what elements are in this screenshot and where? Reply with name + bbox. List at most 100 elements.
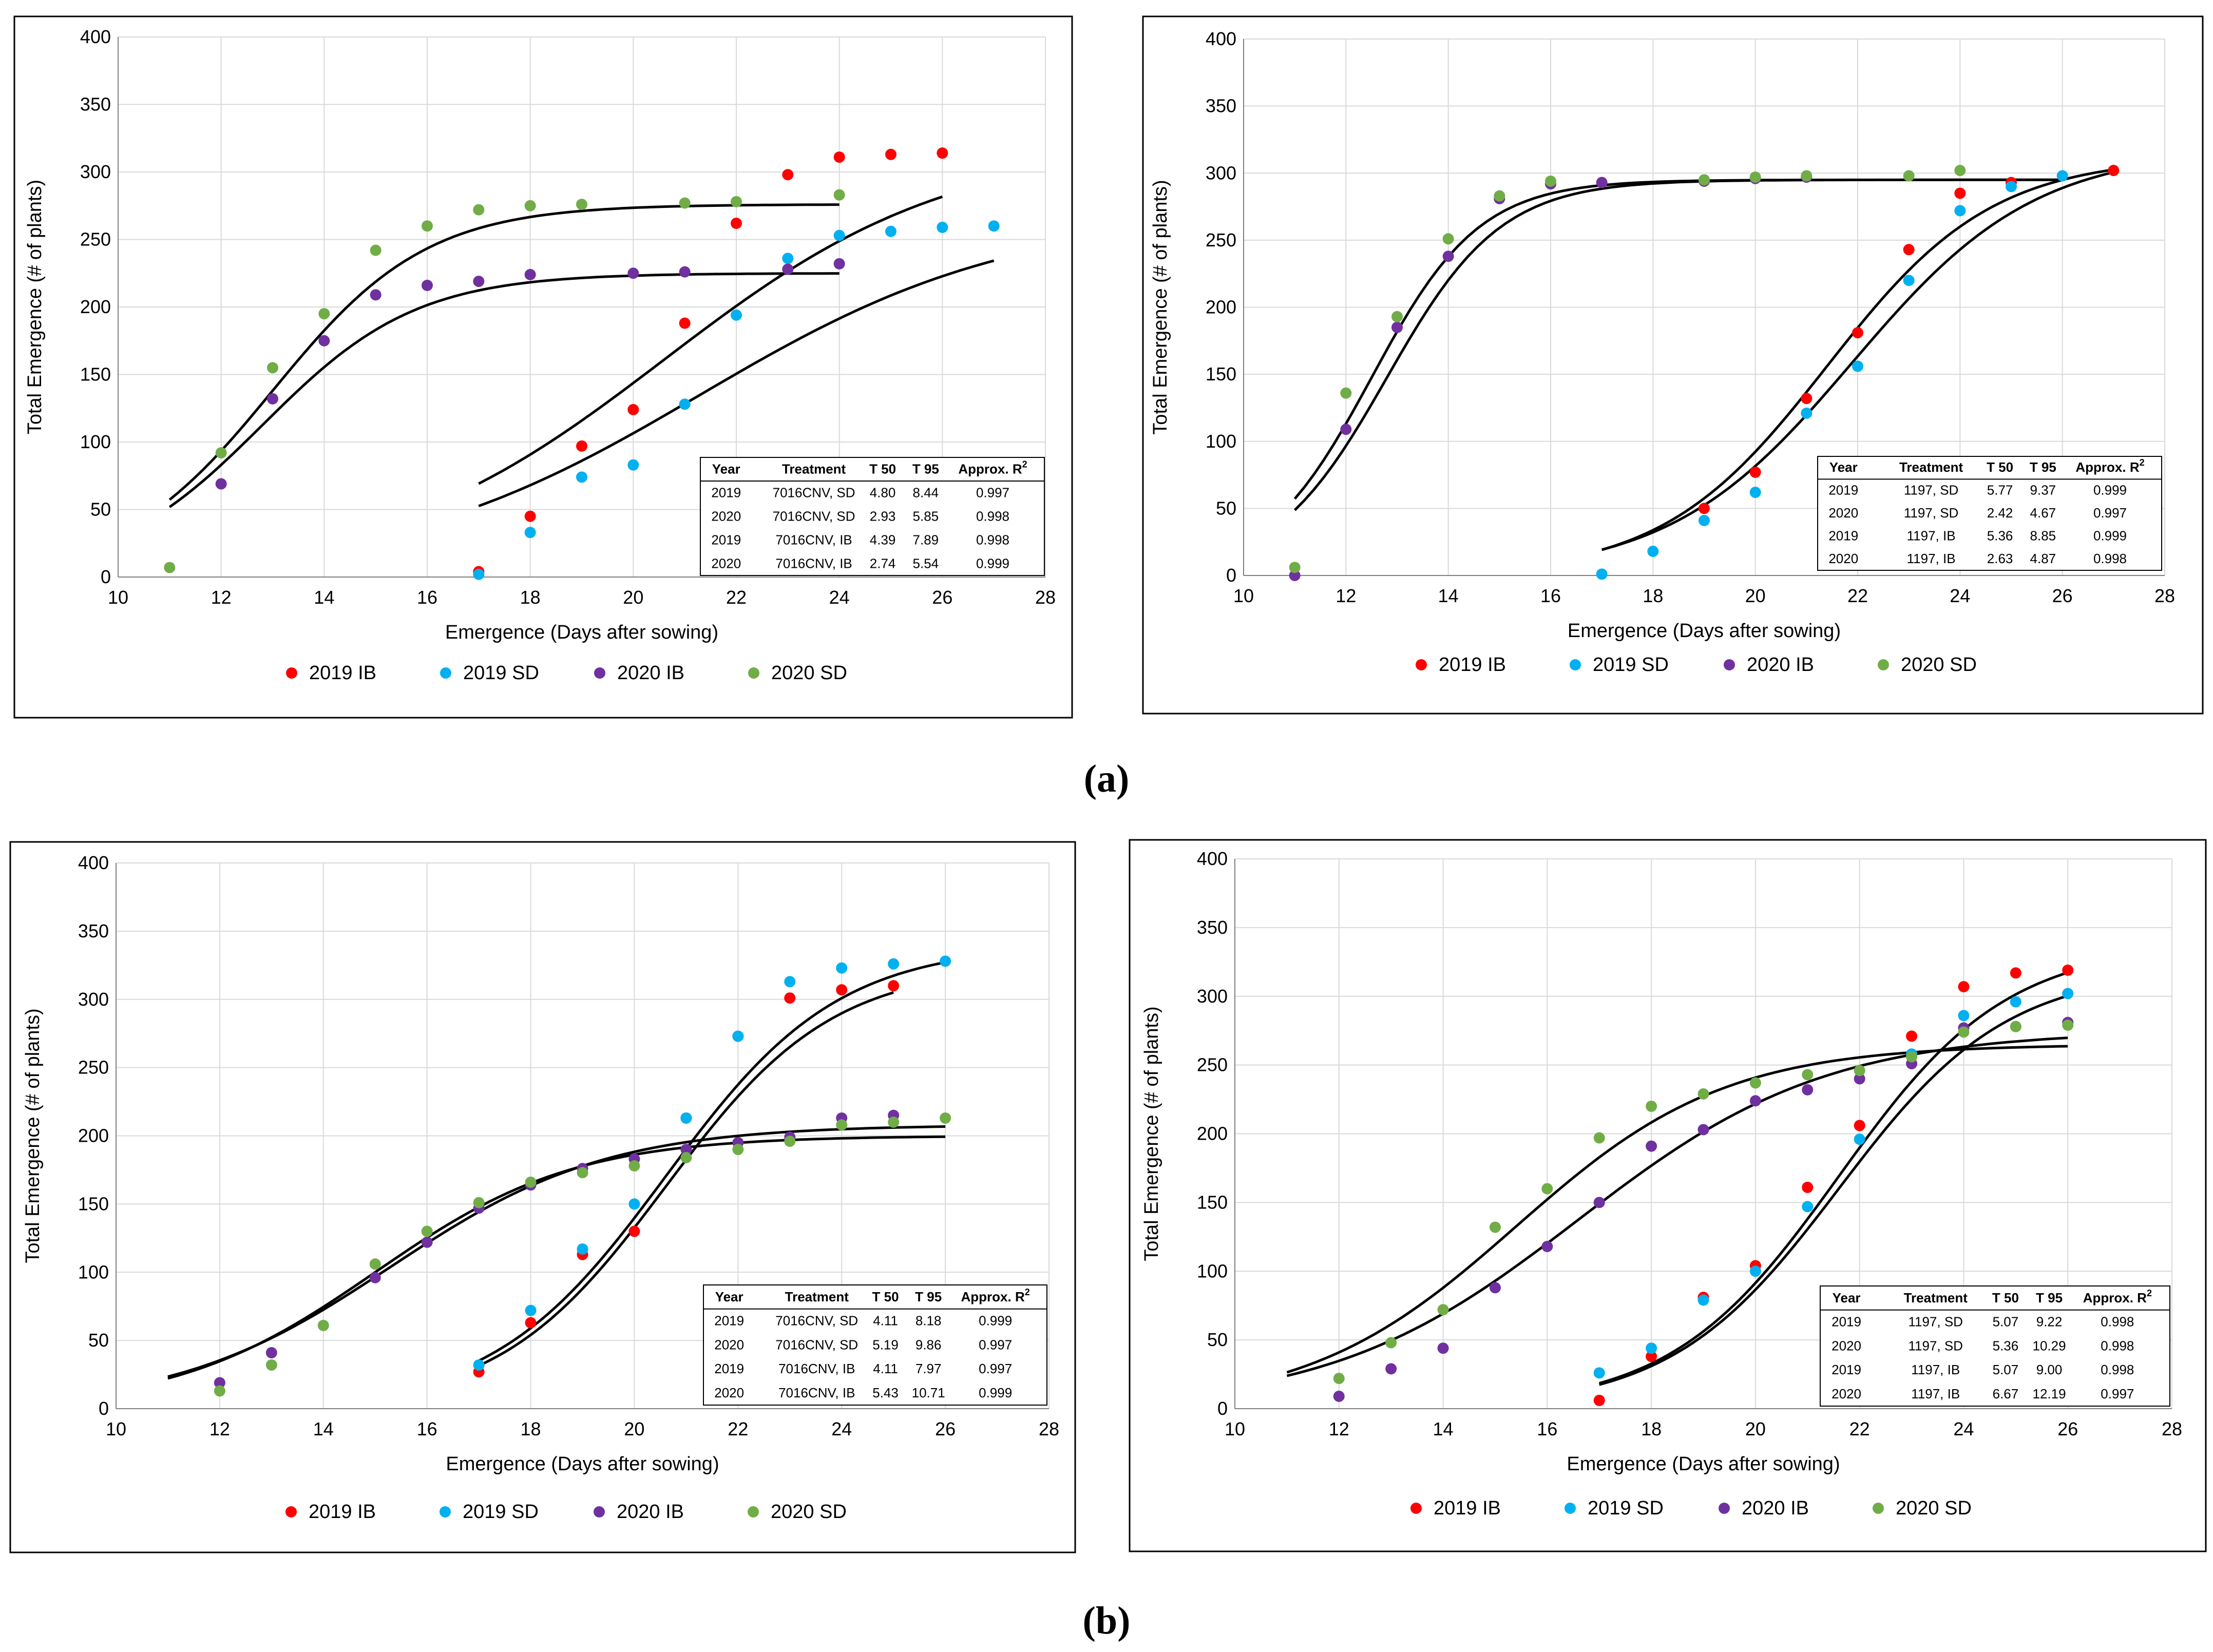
data-point-2020-sd <box>1699 174 1710 186</box>
data-point-2020-sd <box>731 196 742 207</box>
table-header-cell: Treatment <box>1904 1290 1968 1305</box>
legend-label: 2019 IB <box>309 662 376 684</box>
data-point-2019-sd <box>836 962 848 974</box>
data-point-2019-ib <box>833 151 845 163</box>
data-point-2020-sd <box>525 1176 537 1188</box>
table-cell: 2019 <box>711 485 741 500</box>
table-header-cell: T 95 <box>2036 1290 2063 1305</box>
legend-marker <box>1565 1503 1576 1514</box>
legend-item: 2019 SD <box>1565 1497 1664 1519</box>
table-cell: 0.997 <box>976 485 1009 500</box>
data-point-2019-ib <box>888 980 900 992</box>
data-point-2020-ib <box>679 266 691 278</box>
data-point-2020-sd <box>940 1112 951 1124</box>
table-cell: 0.997 <box>979 1337 1012 1352</box>
legend-marker <box>594 1506 605 1517</box>
data-point-2019-ib <box>524 510 536 522</box>
data-point-2019-ib <box>2062 964 2074 976</box>
data-point-2019-ib <box>1593 1394 1605 1406</box>
table-header-cell: T 95 <box>912 461 939 476</box>
table-cell: 10.29 <box>2033 1338 2066 1353</box>
table-cell: 1197, SD <box>1908 1314 1962 1330</box>
data-point-2019-sd <box>1854 1134 1865 1145</box>
table-cell: 1197, IB <box>1911 1362 1960 1377</box>
data-point-2020-ib <box>1593 1197 1605 1208</box>
y-tick-label: 350 <box>1206 95 1236 117</box>
data-point-2019-ib <box>1749 466 1761 478</box>
data-point-2020-sd <box>265 1359 277 1371</box>
x-tick-label: 10 <box>1233 585 1254 606</box>
table-cell: 5.36 <box>1993 1338 2019 1353</box>
table-cell: 8.85 <box>2030 528 2056 543</box>
data-point-2019-sd <box>2062 988 2074 1000</box>
legend-item: 2019 SD <box>440 1501 539 1523</box>
data-point-2020-sd <box>2062 1019 2074 1031</box>
x-tick-label: 16 <box>1537 1418 1557 1439</box>
legend-marker <box>1570 659 1581 670</box>
y-tick-label: 0 <box>1226 565 1236 586</box>
data-point-2020-ib <box>473 276 485 287</box>
stats-table <box>1820 1285 2170 1407</box>
data-point-2020-sd <box>1391 311 1403 322</box>
x-tick-label: 18 <box>520 587 541 608</box>
table-cell: 7.97 <box>915 1361 942 1376</box>
y-tick-label: 300 <box>1197 986 1228 1007</box>
data-point-2020-sd <box>1333 1373 1345 1385</box>
legend-item: 2020 SD <box>1873 1497 1972 1519</box>
table-cell: 10.71 <box>912 1385 945 1400</box>
data-point-2019-ib <box>2108 165 2120 177</box>
data-point-2020-sd <box>1903 170 1915 182</box>
data-point-2020-sd <box>473 204 485 216</box>
table-cell: 1197, SD <box>1908 1338 1962 1353</box>
y-tick-label: 400 <box>78 852 109 873</box>
data-point-2020-ib <box>1802 1084 1814 1096</box>
table-header-cell: Year <box>1829 459 1858 475</box>
data-point-2019-sd <box>1697 1294 1709 1306</box>
chart-panel-3: 10 12 14 16 18 20 22 24 26 28 0 50 100 150 200 250 300 35… <box>9 841 1076 1553</box>
data-point-2020-sd <box>214 1385 225 1397</box>
table-cell: 1197, SD <box>1904 483 1958 498</box>
legend-item: 2020 SD <box>748 662 847 684</box>
data-point-2020-ib <box>1340 424 1352 435</box>
x-tick-label: 12 <box>211 587 232 608</box>
data-point-2019-ib <box>1958 981 1970 993</box>
y-tick-label: 150 <box>1197 1192 1228 1213</box>
data-point-2020-ib <box>1489 1282 1501 1294</box>
y-tick-label: 100 <box>80 431 111 452</box>
y-tick-label: 350 <box>1197 917 1228 938</box>
fit-curve <box>167 1135 946 1380</box>
data-point-2020-sd <box>1340 387 1352 399</box>
table-cell: 2020 <box>1832 1386 1861 1401</box>
data-point-2019-sd <box>988 220 1000 232</box>
x-tick-label: 22 <box>728 1418 748 1439</box>
data-point-2020-sd <box>1646 1100 1657 1112</box>
data-point-2020-sd <box>732 1144 744 1156</box>
legend-label: 2019 SD <box>1588 1497 1664 1519</box>
data-point-2020-ib <box>1749 1095 1761 1107</box>
table-cell: 2019 <box>1832 1314 1861 1330</box>
data-point-2019-ib <box>885 148 896 160</box>
data-point-2020-sd <box>1801 170 1813 182</box>
x-tick-label: 24 <box>1950 585 1970 606</box>
y-tick-label: 100 <box>1197 1260 1228 1281</box>
data-point-2020-ib <box>370 289 381 301</box>
data-point-2020-ib <box>421 1236 433 1248</box>
table-cell: 0.999 <box>976 555 1009 571</box>
x-axis-title: Emergence (Days after sowing) <box>1567 1453 1840 1475</box>
table-cell: 9.86 <box>915 1337 942 1352</box>
x-tick-label: 28 <box>1035 587 1056 608</box>
data-point-2019-ib <box>628 1225 640 1237</box>
table-cell: 4.39 <box>870 532 896 547</box>
legend-label: 2019 IB <box>1439 654 1506 676</box>
legend-marker <box>440 667 451 679</box>
table-cell: 7016CNV, IB <box>778 1385 855 1400</box>
table-cell: 7016CNV, SD <box>773 485 855 500</box>
data-point-2019-sd <box>833 229 845 241</box>
table-cell: 9.37 <box>2030 483 2056 498</box>
table-cell: 1197, IB <box>1907 528 1956 543</box>
legend-marker <box>1724 659 1735 670</box>
legend-label: 2020 IB <box>1742 1497 1809 1519</box>
table-cell: 2020 <box>714 1337 744 1352</box>
data-point-2019-sd <box>732 1030 744 1042</box>
data-point-2019-sd <box>525 1304 537 1316</box>
